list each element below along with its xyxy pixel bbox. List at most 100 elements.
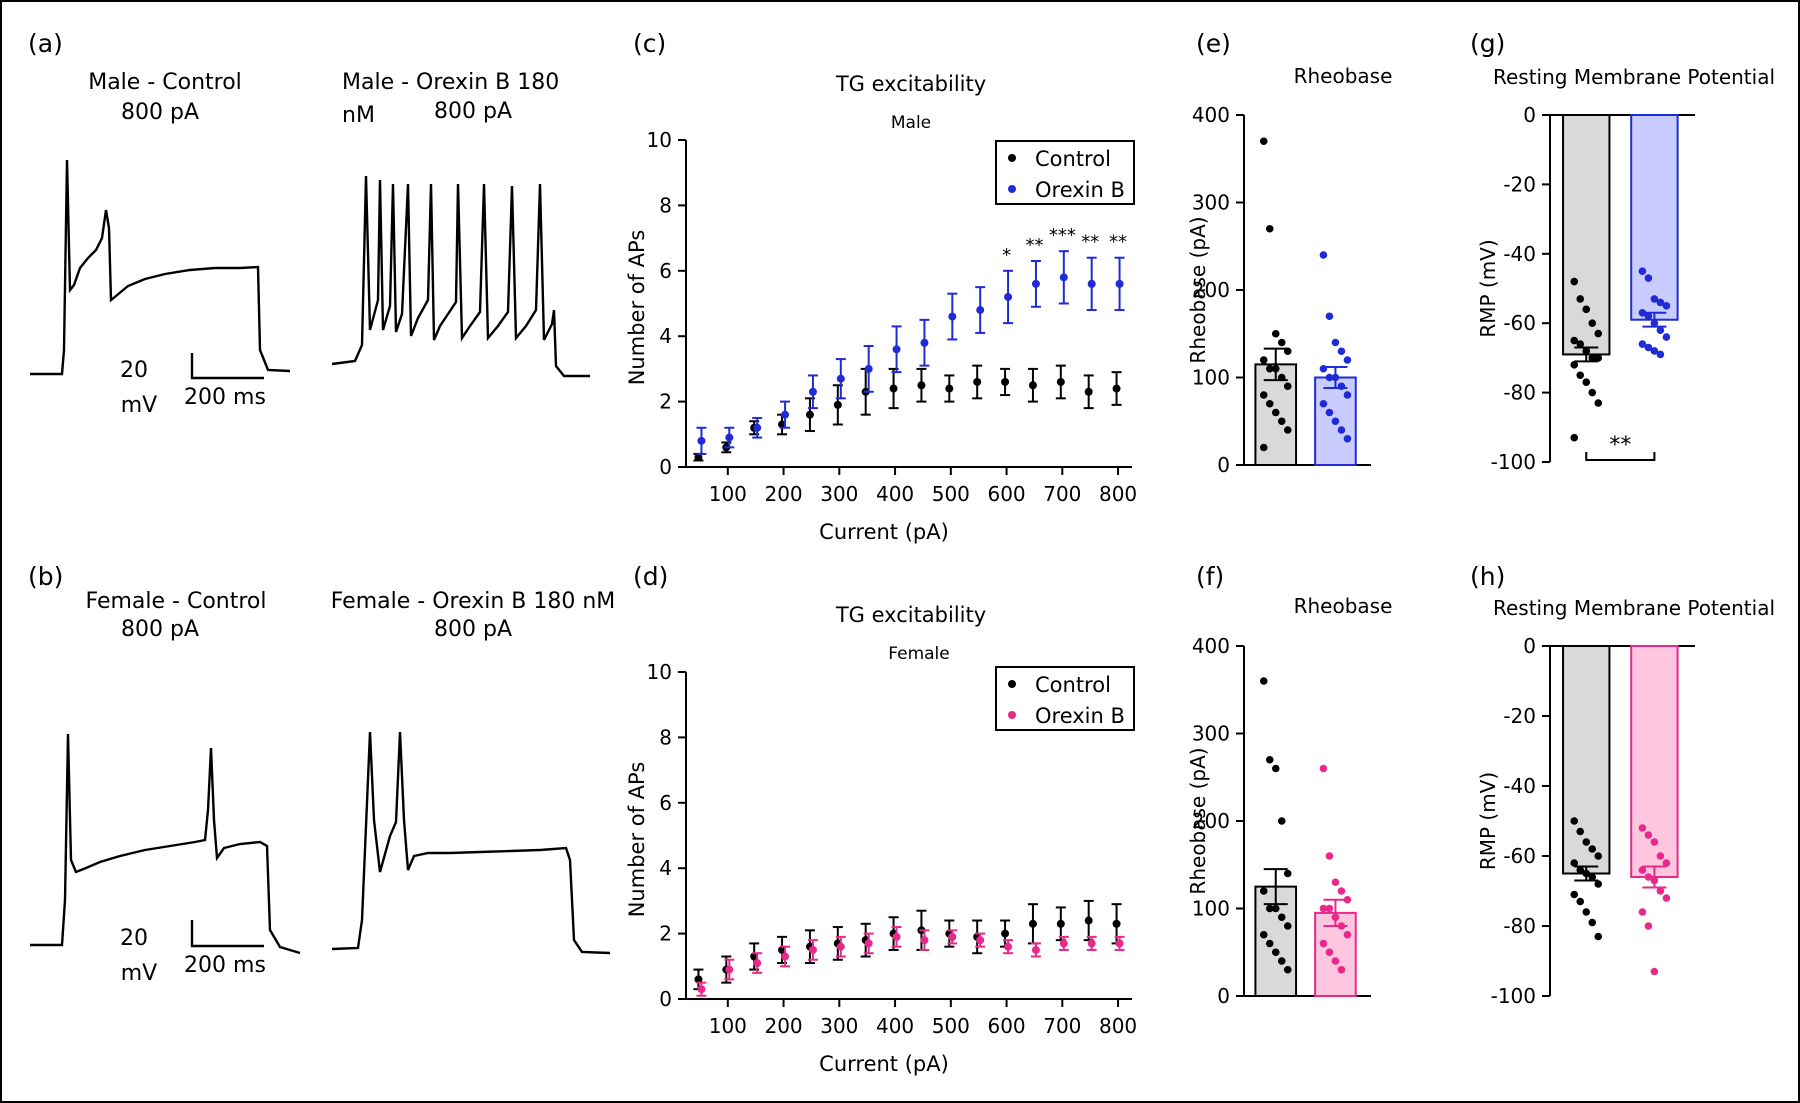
- x-tick-label: 400: [876, 1014, 914, 1038]
- data-point: [1638, 866, 1647, 874]
- data-point: [697, 436, 706, 445]
- data-point: [1283, 382, 1292, 391]
- data-point: [1056, 919, 1065, 928]
- data-point: [1115, 939, 1124, 948]
- data-point: [1271, 764, 1280, 773]
- data-point: [1087, 939, 1096, 948]
- data-point: [1650, 967, 1659, 976]
- data-point: [1656, 298, 1665, 307]
- chart-rmp-male: (g) Resting Membrane Potential 0 -20 -40 -60 -…: [1470, 29, 1775, 474]
- panel-letter: (c): [633, 29, 666, 58]
- panel-a-control-sub: 800 pA: [121, 100, 199, 125]
- significance-marker: **: [1025, 235, 1043, 256]
- data-point: [1283, 965, 1292, 974]
- legend-marker: [1008, 711, 1016, 719]
- y-axis-label: RMP (mV): [1476, 239, 1500, 337]
- data-point: [697, 985, 706, 994]
- data-point: [836, 374, 845, 383]
- legend-label: Orexin B: [1035, 178, 1125, 202]
- x-axis-label: Current (pA): [819, 520, 949, 544]
- data-point: [1570, 859, 1579, 867]
- data-point: [1343, 434, 1352, 443]
- data-point: [1343, 356, 1352, 364]
- legend-box: [995, 140, 1135, 205]
- data-point: [1582, 869, 1591, 878]
- x-tick-label: 700: [1043, 482, 1081, 506]
- data-point: [1570, 277, 1579, 286]
- data-point: [1259, 443, 1268, 452]
- y-tick-label: 0: [1217, 984, 1230, 1008]
- scale-bar-a-lines: [190, 353, 264, 380]
- y-tick-label: -80: [1503, 914, 1536, 938]
- y-tick-label: 300: [1192, 722, 1230, 746]
- data-point: [1662, 859, 1671, 867]
- scale-a-time: 200 ms: [184, 385, 266, 410]
- x-tick-label: 300: [820, 482, 858, 506]
- data-point: [1277, 373, 1286, 382]
- data-point: [1265, 224, 1274, 233]
- trace-female-orexin: [331, 731, 611, 955]
- bar: [1562, 114, 1611, 356]
- data-point: [892, 345, 901, 354]
- data-point: [1331, 417, 1340, 426]
- y-tick-label: -100: [1491, 450, 1536, 474]
- data-point: [1570, 336, 1579, 345]
- y-axis-label: RMP (mV): [1476, 772, 1500, 870]
- panel-letter: (g): [1470, 29, 1505, 58]
- panel-b-letter: (b): [28, 562, 63, 591]
- data-point: [1319, 764, 1328, 773]
- x-tick-label: 400: [876, 482, 914, 506]
- data-point: [1650, 347, 1659, 355]
- data-point: [753, 959, 762, 968]
- data-point: [1277, 913, 1286, 922]
- data-point: [1319, 251, 1328, 259]
- data-point: [1570, 817, 1579, 825]
- x-tick-label: 600: [987, 1014, 1025, 1038]
- data-point: [1059, 273, 1068, 282]
- data-point: [1271, 408, 1280, 417]
- significance-marker: **: [1109, 232, 1127, 253]
- data-point: [1576, 827, 1585, 836]
- data-point: [1283, 869, 1292, 878]
- data-point: [1277, 338, 1286, 347]
- data-point: [1084, 916, 1093, 925]
- data-point: [1594, 399, 1603, 407]
- data-point: [1283, 347, 1292, 356]
- data-point: [1588, 918, 1597, 927]
- y-tick-label: 0: [659, 455, 672, 479]
- panel-letter: (d): [633, 562, 668, 591]
- y-tick-label: 4: [659, 324, 672, 348]
- data-point: [1112, 919, 1121, 928]
- chart-subtitle: Female: [888, 644, 949, 664]
- data-point: [694, 453, 703, 462]
- data-point: [1028, 919, 1037, 928]
- scale-bar-b-lines: [190, 920, 264, 948]
- data-point: [1588, 319, 1597, 328]
- y-tick-label: -20: [1503, 172, 1536, 196]
- data-point: [1644, 922, 1653, 930]
- data-point: [948, 932, 957, 941]
- data-point: [1271, 364, 1280, 373]
- data-point: [1004, 292, 1013, 301]
- data-point: [1112, 384, 1121, 393]
- y-tick-label: 300: [1192, 191, 1230, 215]
- data-point: [1656, 887, 1665, 895]
- data-point: [1337, 347, 1346, 356]
- panel-letter: (h): [1470, 562, 1505, 591]
- data-point: [1650, 838, 1659, 846]
- trace-female-control: [30, 733, 301, 955]
- panel-b: (b) Female - Control 800 pA Female - Ore…: [28, 562, 615, 986]
- chart-rheobase-male: (e) Rheobase 0 100 200 300 400 Rheobase (pA): [1186, 29, 1392, 477]
- data-point: [1656, 326, 1665, 334]
- data-point: [1325, 408, 1334, 417]
- data-point: [1343, 895, 1352, 904]
- y-axis-label: Number of APs: [625, 762, 649, 918]
- y-axis-label: Rheobase (pA): [1186, 216, 1210, 363]
- panel-letter: (f): [1196, 562, 1224, 591]
- panel-b-control-title: Female - Control: [86, 589, 267, 614]
- x-tick-label: 100: [709, 482, 747, 506]
- data-point: [1576, 897, 1585, 906]
- bar: [1562, 645, 1611, 875]
- panel-a: (a) Male - Control 800 pA Male - Orexin …: [28, 29, 590, 418]
- scale-bar-a: 20 mV 200 ms: [120, 353, 266, 418]
